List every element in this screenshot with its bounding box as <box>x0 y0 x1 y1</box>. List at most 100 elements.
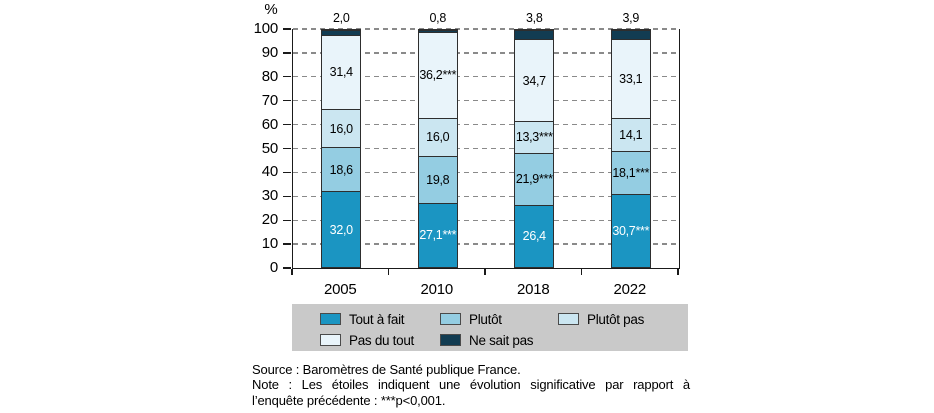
legend-item: Pas du tout <box>320 333 440 348</box>
stacked-bar: 26,4 21,9*** 13,3*** 34,7 3,8 <box>514 11 555 268</box>
value-label: 34,7 <box>522 73 546 88</box>
value-label: 16,0 <box>329 121 353 136</box>
value-label-above: 3,8 <box>526 11 543 25</box>
y-axis-tick-label: 70 <box>261 91 278 109</box>
gridline <box>293 76 679 78</box>
value-label: 31,4 <box>329 65 353 80</box>
y-axis-tick <box>283 100 291 102</box>
stacked-bar: 32,0 18,6 16,0 31,4 2,0 <box>321 11 362 268</box>
bar-segment <box>322 30 361 35</box>
bar-segment: 18,6 <box>322 147 361 192</box>
y-axis-tick-label: 80 <box>261 67 278 85</box>
y-axis-tick <box>283 171 291 174</box>
legend-swatch <box>440 334 461 346</box>
bar-segment: 32,0 <box>322 191 361 267</box>
gridline <box>293 123 679 126</box>
bar-segment <box>611 30 650 40</box>
y-axis-tick-label: 0 <box>269 259 278 276</box>
value-label: 16,0 <box>426 130 450 145</box>
y-axis-tick <box>283 52 291 54</box>
y-axis-tick-label: 60 <box>261 115 278 133</box>
gridline <box>293 28 679 30</box>
bar-segment: 13,3*** <box>515 121 554 153</box>
bar-segment: 34,7 <box>515 39 554 122</box>
y-axis-tick-label: 50 <box>261 139 278 157</box>
value-label-above: 0,8 <box>429 11 447 25</box>
x-axis-tick <box>484 269 486 275</box>
y-axis-tick-label: 100 <box>253 20 279 37</box>
stacked-bar: 27,1*** 19,8 16,0 36,2*** 0,8 <box>417 11 458 268</box>
chart-legend: Tout à fait Plutôt Plutôt pas Pas du tout Ne… <box>292 304 688 351</box>
legend-item: Tout à fait <box>320 312 440 327</box>
value-label: 36,2*** <box>419 68 457 83</box>
x-axis-label: 2022 <box>613 281 647 298</box>
gridline <box>293 219 679 221</box>
bar-segment: 31,4 <box>322 34 361 110</box>
legend-swatch <box>440 313 461 325</box>
x-axis-label: 2018 <box>516 281 550 298</box>
y-axis-tick-label: 90 <box>261 43 278 61</box>
bar-segment: 16,0 <box>418 117 457 156</box>
y-axis-tick-label: 30 <box>261 187 278 205</box>
y-axis-tick <box>283 195 291 197</box>
legend-label: Plutôt pas <box>587 311 645 327</box>
source-text: Source : Baromètres de Santé publique Fr… <box>252 362 521 377</box>
y-axis-tick <box>283 243 291 245</box>
value-label-above: 3,9 <box>622 11 640 25</box>
gridline <box>293 147 679 150</box>
bar-segment: 18,1*** <box>611 151 650 195</box>
x-axis-tick <box>291 269 293 275</box>
x-axis-tick <box>677 269 679 275</box>
gridline <box>293 171 679 174</box>
x-axis-label: 2005 <box>323 281 357 298</box>
gridline <box>293 52 679 54</box>
footer-notes: Source : Baromètres de Santé publique Fr… <box>252 362 690 408</box>
legend-item: Plutôt <box>440 312 558 327</box>
y-axis-tick-label: 20 <box>261 211 278 229</box>
bar-segment: 19,8 <box>418 155 457 203</box>
legend-label: Pas du tout <box>349 332 414 348</box>
value-label: 30,7*** <box>612 224 650 239</box>
value-label: 33,1 <box>619 72 643 87</box>
gridline <box>293 243 679 245</box>
legend-label: Tout à fait <box>349 311 405 327</box>
value-label: 14,1 <box>619 128 643 143</box>
y-axis-tick <box>283 76 291 78</box>
bar-segment: 21,9*** <box>515 152 554 205</box>
legend-item: Ne sait pas <box>440 333 558 348</box>
value-label: 27,1*** <box>419 228 457 243</box>
value-label: 13,3*** <box>515 130 553 145</box>
legend-label: Plutôt <box>469 311 502 327</box>
value-label: 18,6 <box>329 162 353 177</box>
y-axis-tick <box>283 123 291 126</box>
legend-swatch <box>320 313 341 325</box>
bar-segment: 27,1*** <box>418 202 457 267</box>
y-axis-tick-label: 10 <box>261 235 278 253</box>
y-axis-tick <box>283 267 291 269</box>
bar-segment: 26,4 <box>515 204 554 267</box>
legend-item: Plutôt pas <box>558 312 688 327</box>
bar-segment: 33,1 <box>611 39 650 118</box>
stacked-bar: 30,7*** 18,1*** 14,1 33,1 3,9 <box>610 11 651 268</box>
y-axis-tick <box>283 28 291 30</box>
y-axis-unit-label: % <box>264 1 278 18</box>
value-label: 21,9*** <box>515 172 553 187</box>
y-axis-tick-label: 40 <box>261 163 278 181</box>
value-label: 19,8 <box>426 172 450 187</box>
bar-segment: 36,2*** <box>418 31 457 118</box>
x-axis-tick <box>580 269 583 275</box>
note-text-line1: Note : Les étoiles indiquent une évoluti… <box>252 377 690 393</box>
value-label-above: 2,0 <box>333 11 350 25</box>
gridline <box>293 195 679 197</box>
bar-segment: 30,7*** <box>611 194 650 267</box>
x-axis-label: 2010 <box>420 281 454 298</box>
legend-swatch <box>558 313 579 325</box>
bar-segment: 16,0 <box>322 109 361 148</box>
value-label: 26,4 <box>522 229 546 244</box>
bar-segment <box>418 30 457 32</box>
legend-swatch <box>320 334 341 346</box>
x-axis-tick <box>387 269 390 275</box>
value-label: 32,0 <box>329 222 353 237</box>
value-label: 18,1*** <box>612 166 650 181</box>
